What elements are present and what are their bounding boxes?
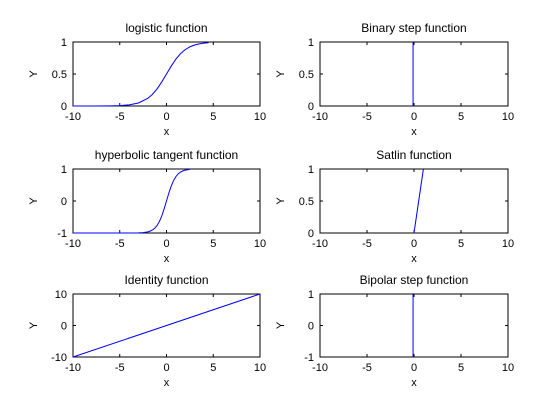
series-line [72, 293, 261, 358]
subplot-2: Binary step function -10 -5 0 5 10 0 0.5 1 x Y [275, 21, 514, 138]
x-tick-label: 0 [163, 238, 169, 250]
x-tick-label: -5 [115, 111, 125, 123]
x-axis-label: x [411, 377, 417, 389]
y-tick-label: 1 [61, 164, 67, 176]
y-axis-label: Y [275, 321, 287, 329]
subplot-title: hyperbolic tangent function [95, 148, 238, 162]
y-tick-label: 1 [308, 37, 314, 49]
y-axis-label: Y [275, 197, 287, 205]
y-tick-label: 10 [55, 289, 67, 301]
subplot-title: Satlin function [376, 148, 451, 162]
series-line [72, 42, 209, 107]
x-tick-label: -10 [65, 362, 81, 374]
series-line [73, 168, 190, 234]
x-tick-label: -5 [115, 238, 125, 250]
y-tick-label: 1 [61, 37, 67, 49]
x-axis-label: x [164, 253, 170, 265]
subplot-3: hyperbolic tangent function-10 -5 0 5 10-101… [28, 148, 266, 265]
x-tick-label: 0 [411, 111, 417, 123]
x-tick-label: -5 [362, 111, 372, 123]
y-tick-label: 0 [61, 101, 67, 113]
x-tick-label: 10 [254, 362, 266, 374]
x-tick-label: 10 [254, 111, 266, 123]
subplot-1: logistic function -10 -5 0 5 10 0 0.5 1 x Y [28, 21, 266, 138]
x-tick-label: -5 [362, 238, 372, 250]
x-tick-label: 10 [502, 238, 514, 250]
x-axis-label: x [164, 377, 170, 389]
y-tick-label: -10 [51, 352, 67, 364]
y-tick-label: 1 [308, 164, 314, 176]
y-tick-label: 0 [61, 321, 67, 333]
x-tick-label: 5 [458, 238, 464, 250]
series-line [412, 294, 414, 358]
x-tick-label: 10 [254, 238, 266, 250]
y-tick-label: 0 [308, 101, 314, 113]
subplot-title: logistic function [125, 21, 207, 35]
subplot-title: Bipolar step function [360, 273, 469, 287]
x-axis-label: x [411, 253, 417, 265]
axes-frame [319, 41, 509, 107]
x-tick-label: -5 [362, 362, 372, 374]
y-tick-label: 0.5 [52, 69, 67, 81]
x-tick-label: 10 [502, 362, 514, 374]
x-tick-label: -10 [312, 362, 328, 374]
y-tick-label: 0.5 [299, 69, 314, 81]
y-tick-label: 0 [308, 228, 314, 240]
y-tick-label: 1 [308, 289, 314, 301]
y-axis-label: Y [28, 321, 40, 329]
x-tick-label: 0 [163, 362, 169, 374]
series-line [413, 168, 424, 234]
subplot-5: Identity function -10 -5 0 5 10 -10 0 10 x Y [28, 273, 266, 389]
x-tick-label: 5 [210, 238, 216, 250]
x-tick-label: -10 [65, 111, 81, 123]
y-axis-label: Y [28, 70, 40, 78]
x-tick-label: -5 [115, 362, 125, 374]
subplot-title: Binary step function [361, 21, 466, 35]
axes-frame [319, 293, 509, 358]
x-tick-label: 10 [502, 111, 514, 123]
x-tick-label: 5 [458, 111, 464, 123]
subplot-4: Satlin function -10 -5 0 5 10 0 0.5 1 x Y [275, 148, 514, 265]
series-line [412, 42, 414, 107]
axes-frame [319, 168, 509, 234]
y-axis-label: Y [28, 197, 40, 205]
x-tick-label: 5 [210, 362, 216, 374]
x-tick-label: 0 [411, 238, 417, 250]
y-tick-label: 0 [308, 321, 314, 333]
x-tick-label: -10 [65, 238, 81, 250]
y-tick-label: 0 [61, 196, 67, 208]
y-axis-label: Y [275, 70, 287, 78]
y-tick-label: -1 [57, 228, 67, 240]
y-tick-label: -1 [304, 352, 314, 364]
x-axis-label: x [164, 126, 170, 138]
x-tick-label: 0 [163, 111, 169, 123]
x-tick-label: -10 [312, 238, 328, 250]
x-axis-label: x [411, 126, 417, 138]
x-tick-label: -10 [312, 111, 328, 123]
subplot-title: Identity function [124, 273, 208, 287]
x-tick-label: 5 [458, 362, 464, 374]
y-tick-label: 0.5 [299, 196, 314, 208]
x-tick-label: 5 [210, 111, 216, 123]
x-tick-label: 0 [411, 362, 417, 374]
